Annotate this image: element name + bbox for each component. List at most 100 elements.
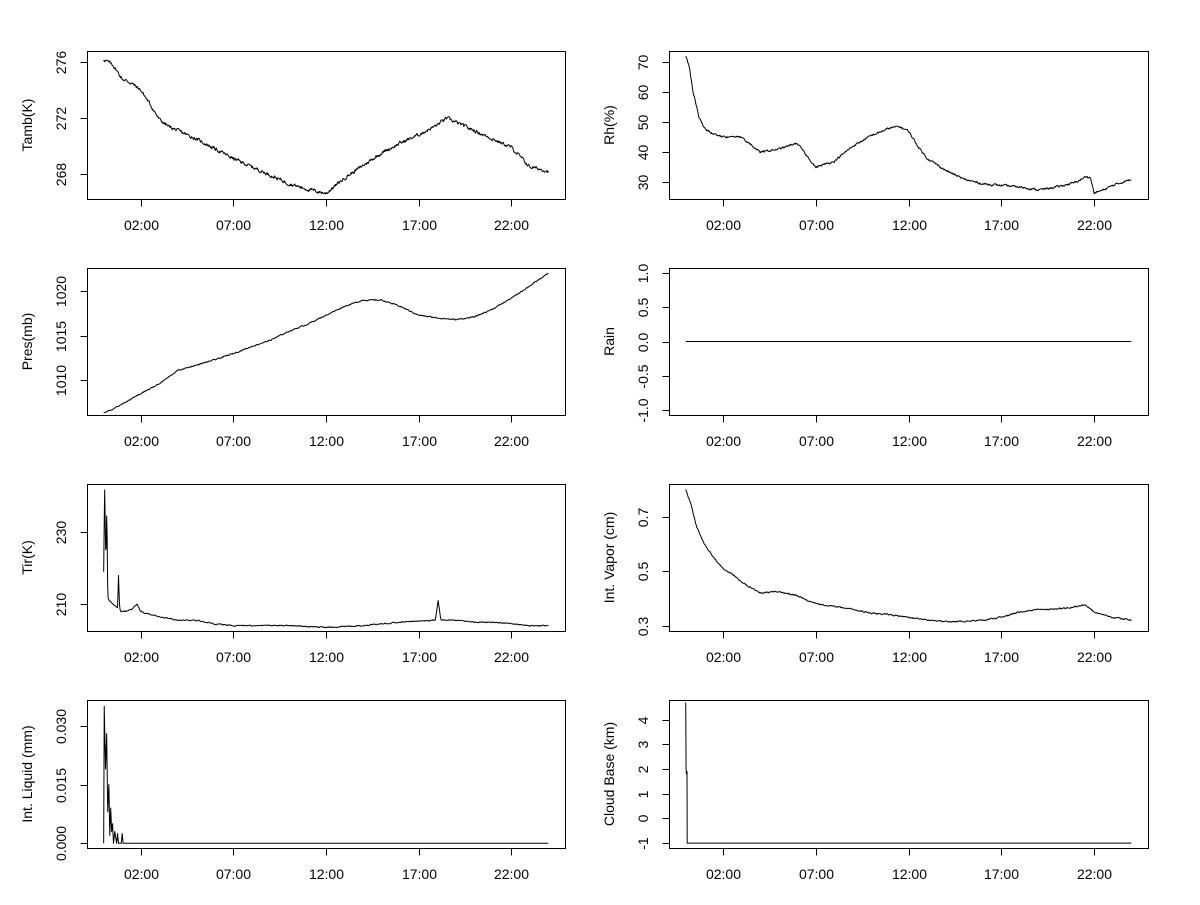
x-tick-label: 22:00 [1077, 217, 1112, 233]
x-tick-label: 02:00 [706, 217, 741, 233]
x-tick-label: 22:00 [1077, 649, 1112, 665]
y-tick-label: -1 [635, 837, 651, 850]
x-tick-label: 17:00 [984, 433, 1019, 449]
x-tick-label: 02:00 [124, 866, 159, 882]
y-axis-title: Tamb(K) [19, 99, 35, 152]
x-tick-label: 07:00 [216, 433, 251, 449]
x-tick-label: 12:00 [309, 217, 344, 233]
plot-frame [87, 51, 566, 200]
y-tick-label: 1 [635, 790, 651, 798]
x-tick-label: 17:00 [984, 649, 1019, 665]
panel-liquid: 02:00 07:00 12:00 17:00 22:00 0.000 0.015 0.030… [19, 700, 566, 882]
x-tick-label: 22:00 [494, 433, 529, 449]
y-axis-title: Tir(K) [19, 540, 35, 574]
series-line-pres [103, 272, 549, 414]
x-tick-label: 12:00 [892, 649, 927, 665]
x-tick-label: 17:00 [984, 217, 1019, 233]
y-tick-label: 230 [53, 521, 69, 545]
y-tick-label: 210 [53, 593, 69, 617]
y-tick-label: 3 [635, 740, 651, 748]
y-tick-label: 0.5 [635, 562, 651, 582]
y-axis-title: Rh(%) [601, 105, 617, 145]
x-tick-label: 02:00 [706, 649, 741, 665]
x-tick-label: 12:00 [892, 866, 927, 882]
y-tick-label: 40 [635, 145, 651, 161]
y-tick-label: 4 [635, 716, 651, 724]
x-tick-label: 07:00 [216, 649, 251, 665]
x-tick-label: 17:00 [984, 866, 1019, 882]
y-tick-label: 0.000 [53, 826, 69, 861]
y-tick-label: -0.5 [635, 364, 651, 388]
x-tick-label: 02:00 [706, 866, 741, 882]
y-tick-label: 0.5 [635, 298, 651, 318]
y-tick-label: 0 [635, 814, 651, 822]
x-tick-label: 12:00 [309, 866, 344, 882]
x-tick-label: 02:00 [124, 217, 159, 233]
plot-frame [87, 484, 566, 632]
x-tick-label: 07:00 [799, 433, 834, 449]
y-tick-label: 30 [635, 175, 651, 191]
y-tick-label: 1.0 [635, 264, 651, 284]
x-tick-label: 17:00 [402, 866, 437, 882]
series-line-liquid [103, 705, 549, 844]
y-tick-label: 276 [53, 51, 69, 75]
series-line-vapor [685, 489, 1132, 623]
panel-rain: 02:00 07:00 12:00 17:00 22:00 -1.0 -0.5 0.0 0.5 1… [601, 264, 1149, 449]
x-tick-label: 17:00 [402, 433, 437, 449]
y-axis-title: Cloud Base (km) [601, 722, 617, 826]
y-tick-label: -1.0 [635, 398, 651, 422]
plot-frame [87, 268, 566, 416]
series-line-tamb [103, 59, 549, 195]
y-axis-title: Int. Liquid (mm) [19, 725, 35, 822]
x-tick-label: 07:00 [799, 866, 834, 882]
plot-frame [669, 51, 1149, 200]
y-tick-label: 0.7 [635, 508, 651, 528]
x-tick-label: 22:00 [494, 649, 529, 665]
plot-frame [669, 700, 1149, 849]
x-tick-label: 22:00 [494, 866, 529, 882]
x-tick-label: 12:00 [309, 649, 344, 665]
x-tick-label: 22:00 [1077, 866, 1112, 882]
x-tick-label: 22:00 [1077, 433, 1112, 449]
panel-tir: 02:00 07:00 12:00 17:00 22:00 210 230 Tir(K) [19, 484, 566, 665]
panel-vapor: 02:00 07:00 12:00 17:00 22:00 0.3 0.5 0.7 Int. V… [601, 484, 1149, 665]
series-line-cloudbase [685, 702, 1132, 844]
panel-cloudbase: 02:00 07:00 12:00 17:00 22:00 -1 0 1 2 3 4 Cloud Ba… [601, 700, 1149, 882]
y-tick-label: 60 [635, 85, 651, 101]
x-tick-label: 12:00 [892, 217, 927, 233]
y-tick-label: 0.015 [53, 768, 69, 803]
x-tick-label: 07:00 [216, 866, 251, 882]
y-axis-title: Int. Vapor (cm) [601, 512, 617, 604]
panel-pres: 02:00 07:00 12:00 17:00 22:00 1010 1015 1020 Pre… [19, 268, 566, 449]
x-tick-label: 02:00 [706, 433, 741, 449]
x-tick-label: 07:00 [799, 217, 834, 233]
y-tick-label: 1020 [53, 276, 69, 307]
x-tick-label: 12:00 [309, 433, 344, 449]
x-tick-label: 07:00 [799, 649, 834, 665]
panel-tamb: 02:00 07:00 12:00 17:00 22:00 268 272 276 Tamb(K… [19, 51, 566, 233]
y-tick-label: 1010 [53, 365, 69, 396]
y-tick-label: 0.030 [53, 709, 69, 744]
x-tick-label: 17:00 [402, 649, 437, 665]
y-tick-label: 0.3 [635, 617, 651, 637]
y-tick-label: 0.0 [635, 333, 651, 353]
y-tick-label: 70 [635, 55, 651, 71]
series-line-rh [685, 55, 1132, 195]
x-tick-label: 17:00 [402, 217, 437, 233]
plot-frame [87, 700, 566, 849]
x-tick-label: 02:00 [124, 433, 159, 449]
panel-rh: 02:00 07:00 12:00 17:00 22:00 30 40 50 60 70 Rh(%) [601, 51, 1149, 233]
y-tick-label: 268 [53, 163, 69, 187]
y-tick-label: 50 [635, 115, 651, 131]
y-tick-label: 1015 [53, 321, 69, 352]
y-tick-label: 2 [635, 765, 651, 773]
x-tick-label: 07:00 [216, 217, 251, 233]
y-tick-label: 272 [53, 107, 69, 131]
x-tick-label: 02:00 [124, 649, 159, 665]
y-axis-title: Pres(mb) [19, 313, 35, 371]
series-line-tir [103, 489, 549, 629]
x-tick-label: 22:00 [494, 217, 529, 233]
plot-frame [669, 484, 1149, 632]
